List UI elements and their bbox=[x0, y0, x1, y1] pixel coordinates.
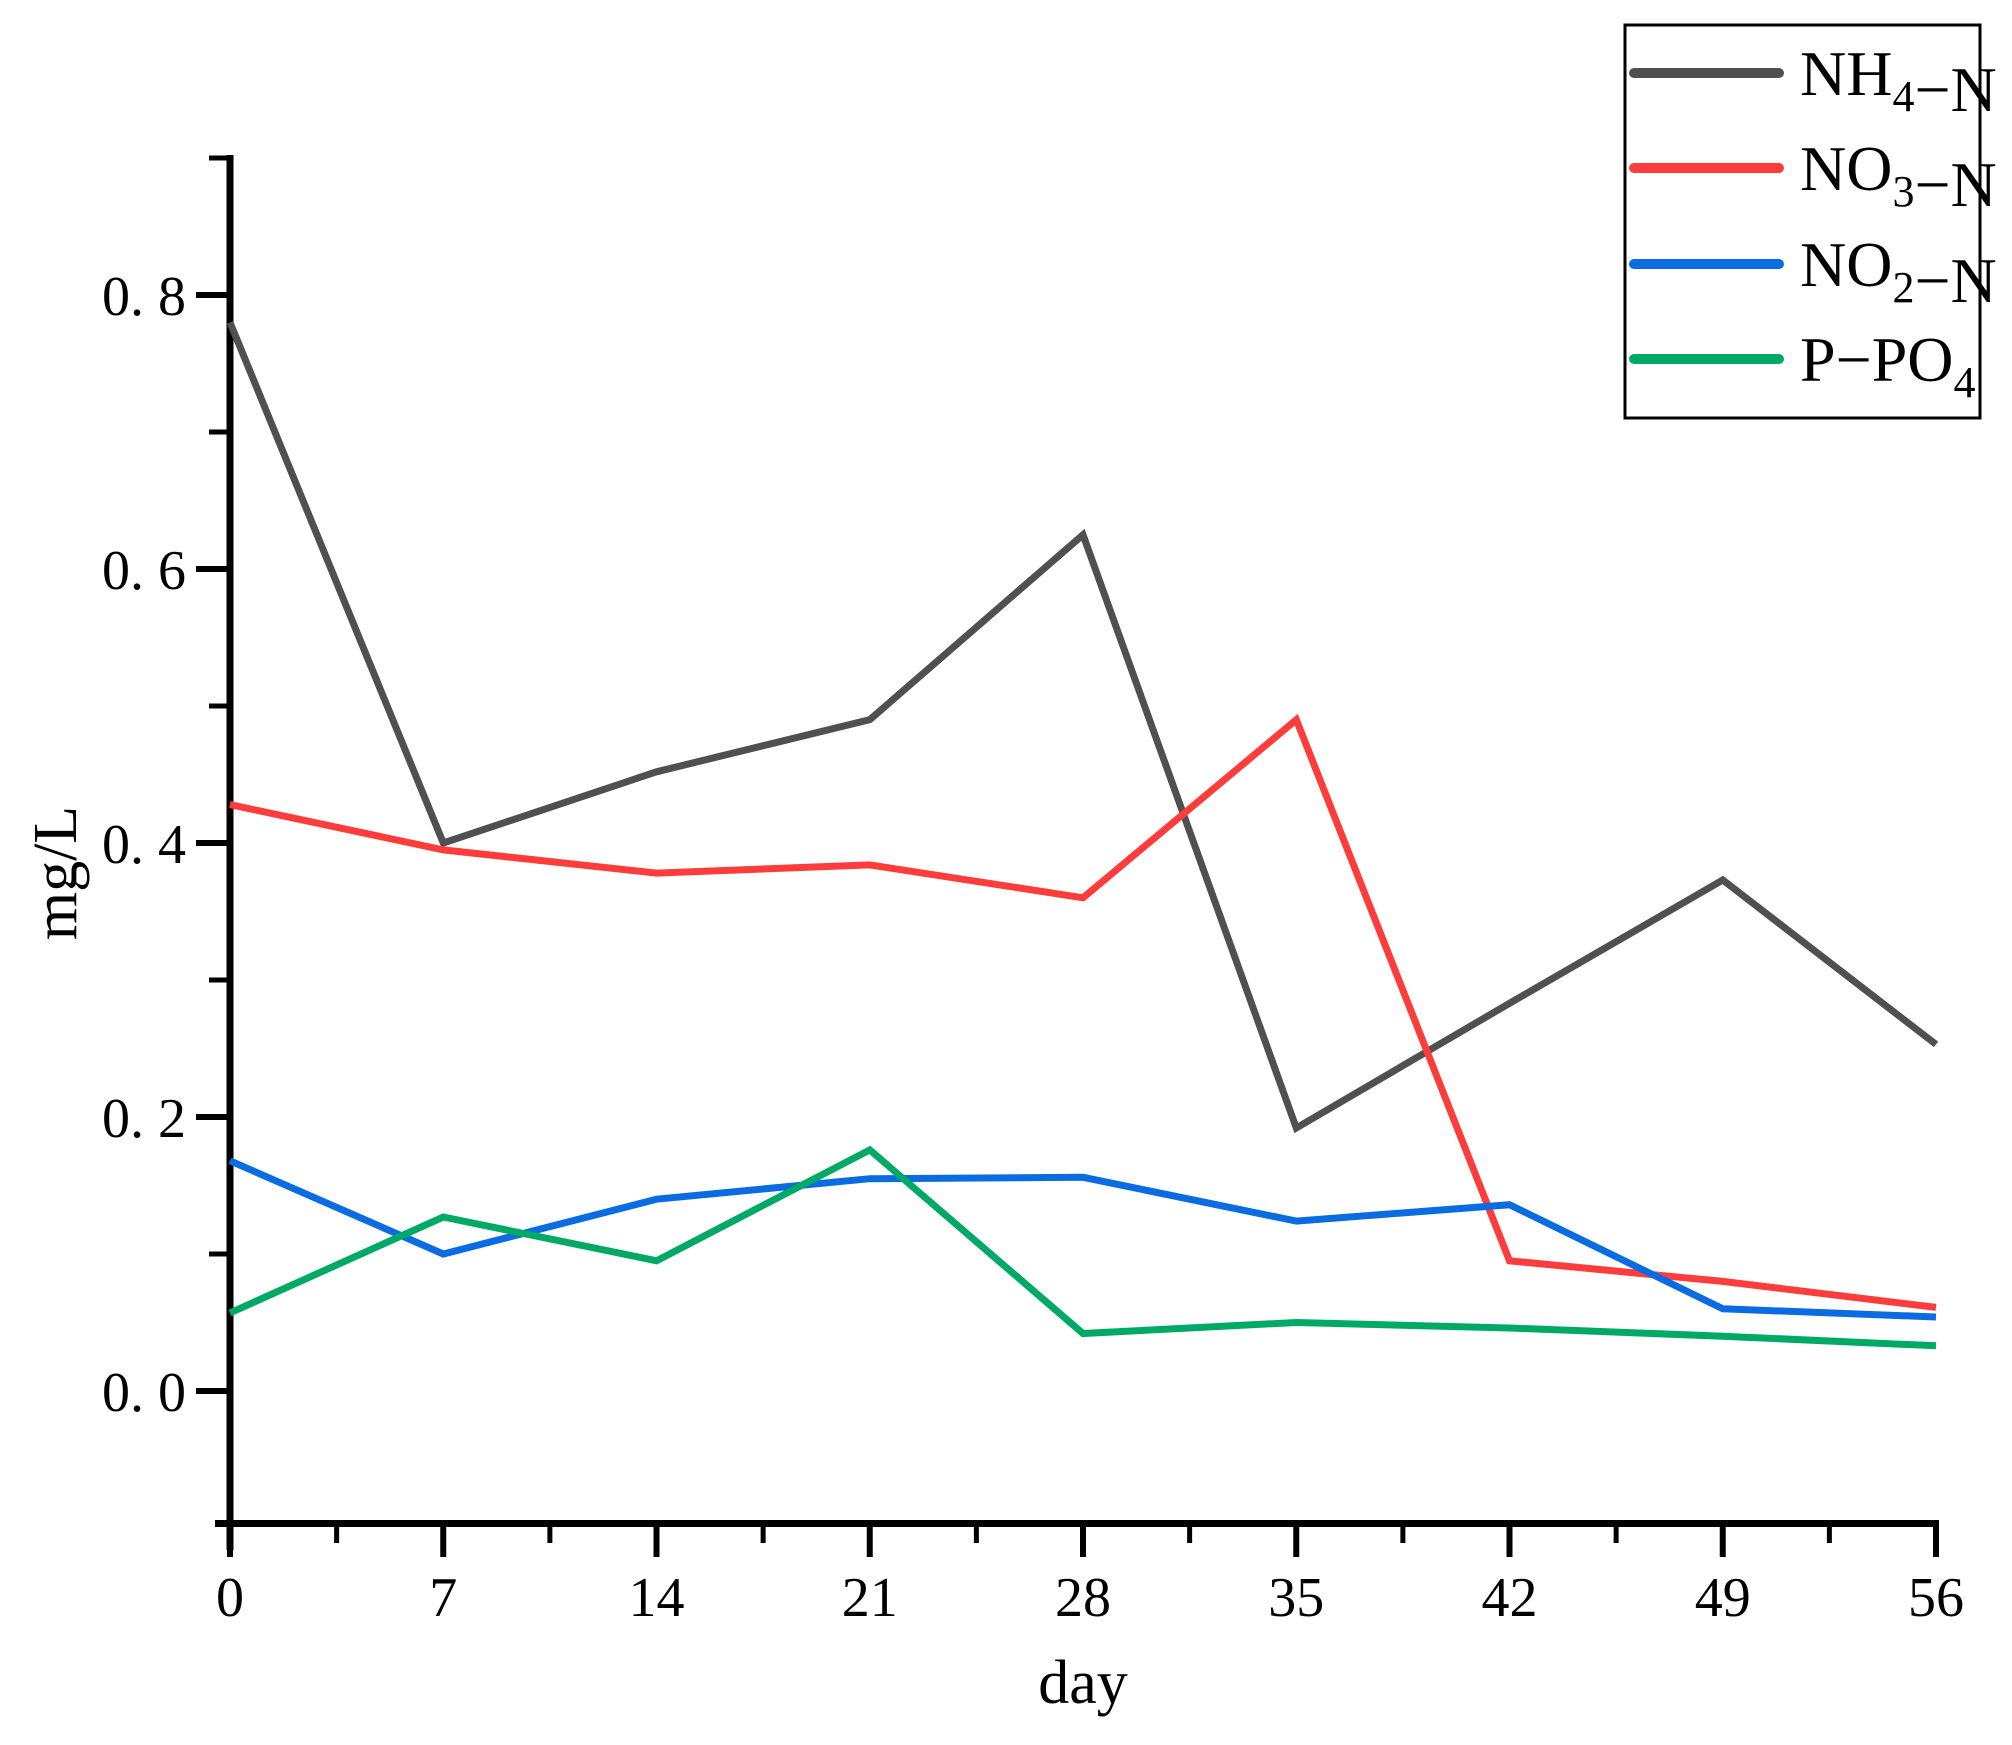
series-line-p-po4 bbox=[228, 1145, 1937, 1350]
legend-label-p-po4: P−PO4 bbox=[1800, 324, 1976, 407]
x-tick-label: 0 bbox=[216, 1567, 244, 1629]
x-tick-label: 28 bbox=[1055, 1567, 1111, 1629]
data-series bbox=[226, 321, 1939, 1350]
x-axis-title: day bbox=[1038, 1649, 1128, 1717]
y-tick-label: 0. 2 bbox=[102, 1088, 186, 1150]
x-tick-label: 56 bbox=[1908, 1567, 1964, 1629]
y-axis-title: mg/L bbox=[22, 806, 90, 940]
series-line-no2-n bbox=[228, 1157, 1937, 1321]
legend-box bbox=[1623, 23, 1982, 420]
y-tick-label: 0. 6 bbox=[102, 540, 186, 602]
axis-ticks bbox=[196, 155, 1939, 1557]
legend-label-no3-n: NO3−N bbox=[1800, 133, 1997, 220]
series-line-no3-n bbox=[229, 713, 1937, 1311]
legend-label-no2-n: NO2−N bbox=[1800, 229, 1997, 316]
x-tick-label: 7 bbox=[429, 1567, 457, 1629]
series-line-nh4-n bbox=[226, 321, 1939, 1134]
y-tick-label: 0. 4 bbox=[102, 814, 186, 876]
axes bbox=[215, 155, 1939, 1550]
x-tick-label: 49 bbox=[1695, 1567, 1751, 1629]
x-tick-label: 35 bbox=[1268, 1567, 1324, 1629]
y-tick-label: 0. 8 bbox=[102, 266, 186, 328]
x-tick-label: 42 bbox=[1482, 1567, 1538, 1629]
x-tick-label: 21 bbox=[842, 1567, 898, 1629]
x-tick-label: 14 bbox=[629, 1567, 685, 1629]
legend-label-nh4-n: NH4−N bbox=[1800, 38, 1997, 125]
tick-labels: 0. 0 0. 2 0. 4 0. 6 0. 8 0 7 14 21 28 35 42 49 56 bbox=[102, 266, 1964, 1629]
y-tick-label: 0. 0 bbox=[102, 1362, 186, 1424]
